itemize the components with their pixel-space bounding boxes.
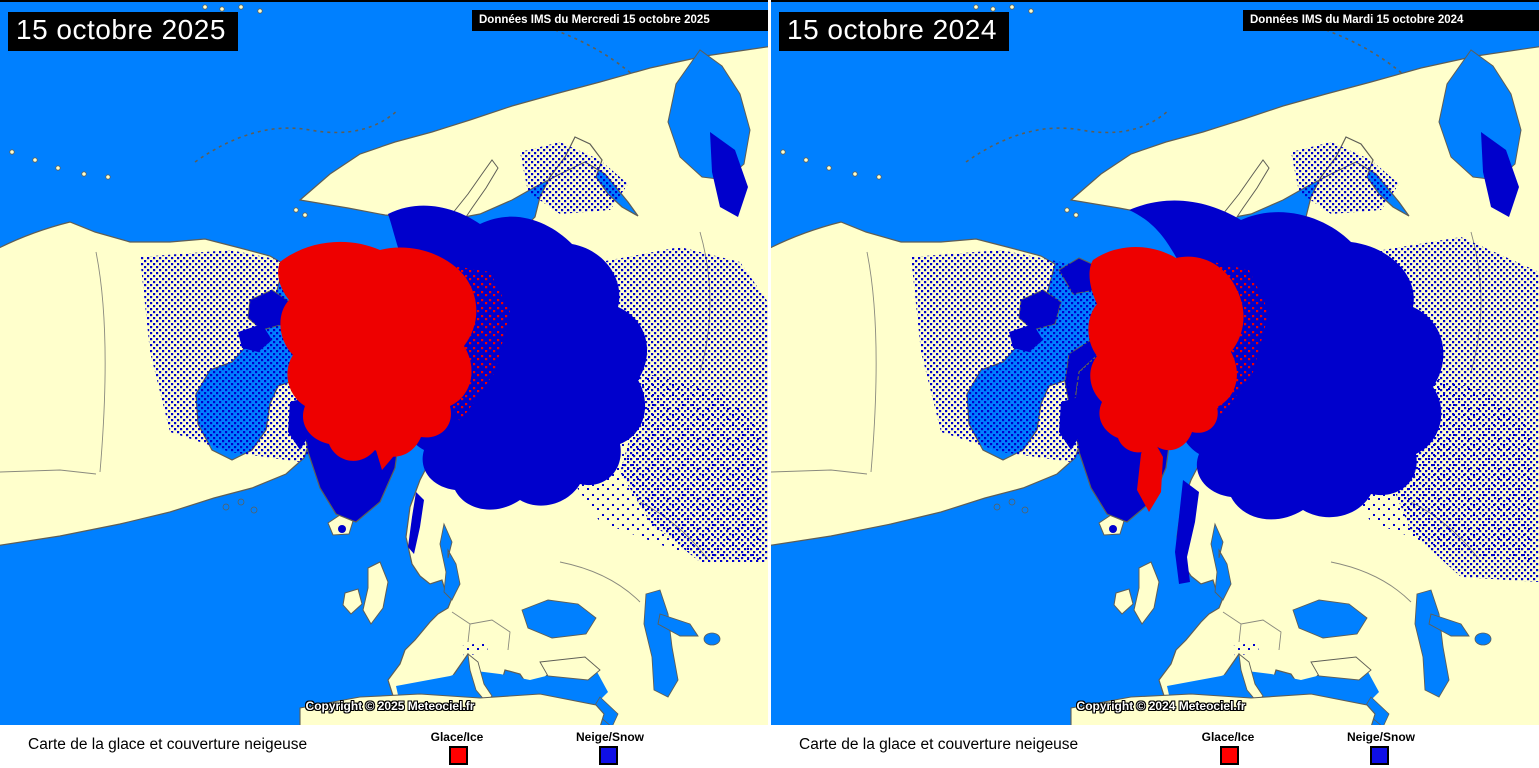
legend-2025: Carte de la glace et couverture neigeuse…: [0, 725, 768, 768]
ice-legend-label: Glace/Ice: [1201, 730, 1255, 744]
ice-color-swatch: [449, 746, 468, 765]
snow-legend-label: Neige/Snow: [575, 730, 644, 744]
polar-ice-snow-map-2024: [771, 2, 1539, 725]
snow-color-swatch: [1370, 746, 1389, 765]
legend-caption: Carte de la glace et couverture neigeuse: [28, 736, 308, 753]
data-source-banner: Données IMS du Mercredi 15 octobre 2025: [472, 10, 768, 31]
snow-legend-label: Neige/Snow: [1346, 730, 1415, 744]
legend-caption: Carte de la glace et couverture neigeuse: [799, 736, 1079, 753]
map-panel-2024: 15 octobre 2024 Données IMS du Mardi 15 …: [771, 0, 1539, 725]
polar-ice-snow-map-2025: [0, 2, 768, 725]
copyright-label: Copyright © 2025 Meteociel.fr: [305, 699, 475, 713]
ice-color-swatch: [1220, 746, 1239, 765]
data-source-banner: Données IMS du Mardi 15 octobre 2024: [1243, 10, 1539, 31]
map-date-title: 15 octobre 2025: [8, 12, 238, 51]
snow-color-swatch: [599, 746, 618, 765]
ice-legend-label: Glace/Ice: [430, 730, 484, 744]
map-date-title: 15 octobre 2024: [779, 12, 1009, 51]
legend-2024: Carte de la glace et couverture neigeuse…: [771, 725, 1539, 768]
copyright-label: Copyright © 2024 Meteociel.fr: [1076, 699, 1246, 713]
legend-strip: Carte de la glace et couverture neigeuse…: [0, 725, 1539, 768]
map-panel-2025: 15 octobre 2025 Données IMS du Mercredi …: [0, 0, 768, 725]
